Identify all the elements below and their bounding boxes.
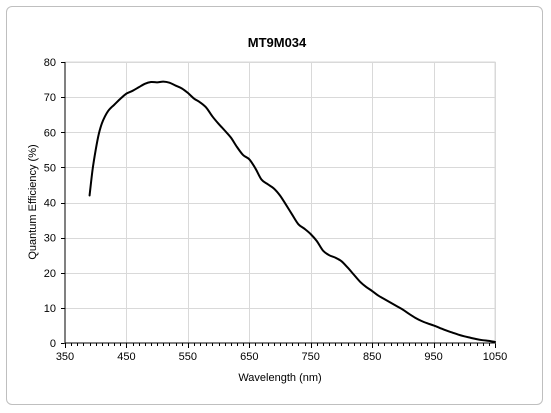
y-tick-label: 40 (44, 198, 56, 210)
y-tick-label: 80 (44, 57, 56, 69)
x-tick-label: 650 (240, 351, 258, 363)
x-tick-label: 850 (363, 351, 381, 363)
x-tick-label: 350 (56, 351, 74, 363)
x-tick-label: 550 (179, 351, 197, 363)
chart-title: MT9M034 (248, 35, 307, 50)
y-axis-title: Quantum Efficiency (%) (27, 144, 39, 259)
y-tick-label: 50 (44, 162, 56, 174)
y-tick-label: 60 (44, 127, 56, 139)
y-tick-label: 30 (44, 233, 56, 245)
y-tick-label: 0 (50, 338, 56, 350)
y-tick-labels: 0 10 20 30 40 50 60 70 80 (44, 57, 56, 350)
gridlines (65, 62, 496, 343)
x-tick-label: 750 (302, 351, 320, 363)
chart-frame (6, 6, 543, 405)
x-tick-label: 1050 (483, 351, 507, 363)
x-axis-title: Wavelength (nm) (238, 372, 321, 384)
x-tick-labels: 350 450 550 650 750 850 950 1050 (56, 351, 507, 363)
series-layer (88, 80, 496, 343)
series-line-0 (88, 80, 496, 343)
y-tick-label: 70 (44, 92, 56, 104)
plot-area (64, 61, 496, 344)
x-tick-label: 950 (424, 351, 442, 363)
x-tick-label: 450 (117, 351, 135, 363)
y-tick-label: 10 (44, 303, 56, 315)
y-tick-label: 20 (44, 268, 56, 280)
